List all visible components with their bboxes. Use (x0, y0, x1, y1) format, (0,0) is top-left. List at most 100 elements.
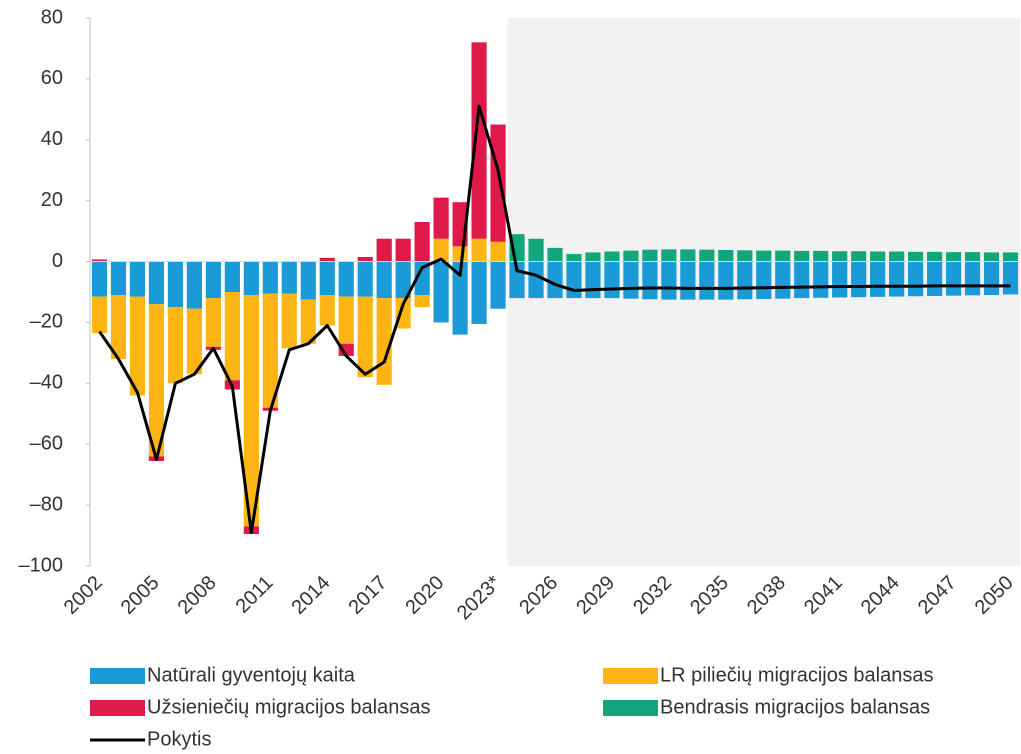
bar-segment (186, 261, 202, 309)
legend-label: Pokytis (147, 728, 211, 750)
bar-segment (680, 249, 696, 262)
bar-segment (566, 253, 582, 262)
bar-segment (490, 241, 506, 262)
y-tick-label: –100 (19, 554, 64, 576)
legend-swatch (603, 700, 658, 716)
bar-segment (642, 261, 658, 300)
bar-segment (547, 261, 563, 299)
bar-segment (1002, 261, 1019, 295)
bar-segment (908, 261, 924, 297)
bar-segment (167, 307, 183, 384)
legend-label: Užsieniečių migracijos balansas (147, 696, 430, 718)
legend-swatch (603, 668, 658, 684)
bar-segment (167, 261, 183, 308)
bar-segment (91, 259, 108, 262)
bar-segment (433, 238, 449, 262)
x-tick-label: 2020 (401, 572, 448, 619)
legend-label: Bendrasis migracijos balansas (660, 696, 930, 718)
y-tick-label: –40 (30, 372, 63, 394)
bar-segment (490, 124, 506, 242)
bar-segment (889, 251, 905, 262)
bar-segment (927, 251, 943, 262)
legend-label: Natūrali gyventojų kaita (147, 664, 356, 686)
bar-segment (471, 238, 487, 262)
bar-segment (889, 261, 905, 297)
bar-segment (319, 261, 335, 296)
legend-swatch (90, 700, 145, 716)
bar-segment (300, 261, 316, 300)
bar-segment (870, 261, 886, 297)
bar-segment (642, 249, 658, 262)
bar-segment (775, 261, 791, 299)
bar-segment (471, 42, 487, 239)
x-tick-label: 2044 (857, 572, 904, 619)
bar-segment (794, 250, 810, 262)
bar-segment (357, 256, 373, 262)
y-tick-label: 0 (52, 250, 63, 272)
x-tick-label: 2014 (287, 572, 334, 619)
bar-segment (243, 295, 259, 527)
bar-segment (832, 261, 848, 298)
bar-segment (300, 299, 316, 344)
y-tick-label: –20 (30, 311, 63, 333)
bar-segment (737, 261, 753, 300)
bar-segment (319, 257, 335, 262)
x-tick-label: 2035 (686, 572, 733, 619)
bar-segment (604, 251, 620, 262)
bar-segment (452, 261, 468, 335)
bar-segment (395, 238, 411, 262)
x-tick-label: 2002 (60, 572, 107, 619)
bar-segment (262, 261, 278, 294)
bar-segment (205, 261, 221, 299)
bar-segment (623, 261, 639, 299)
bar-segment (983, 252, 1000, 262)
bar-segment (148, 261, 165, 305)
x-tick-label: 2011 (232, 572, 278, 618)
bar-segment (338, 343, 354, 356)
bar-segment (224, 292, 240, 381)
bar-segment (528, 261, 544, 299)
bar-segment (414, 295, 430, 308)
bar-segment (224, 261, 240, 292)
bar-segment (813, 250, 829, 262)
bar-segment (281, 261, 297, 294)
bar-segment (718, 261, 734, 300)
y-tick-label: –80 (30, 493, 63, 515)
bar-segment (376, 261, 392, 299)
bar-segment (414, 261, 430, 296)
bar-segment (357, 296, 373, 378)
x-tick-label: 2017 (344, 572, 391, 619)
legend-swatch (90, 668, 145, 684)
bar-segment (661, 249, 677, 262)
x-tick-label: 2008 (174, 572, 221, 619)
bar-segment (699, 249, 715, 262)
y-tick-label: 20 (41, 189, 63, 211)
x-tick-label: 2050 (971, 572, 1018, 619)
bar-segment (281, 293, 297, 349)
bar-segment (262, 293, 278, 408)
bar-segment (471, 261, 487, 324)
bar-segment (452, 246, 468, 262)
bar-segment (718, 249, 734, 262)
bar-segment (490, 261, 506, 309)
bar-segment (129, 296, 146, 396)
bar-segment (433, 197, 449, 239)
bar-segment (186, 308, 202, 375)
bar-segment (851, 251, 867, 262)
bar-segment (319, 295, 335, 326)
bar-segment (870, 251, 886, 262)
bar-segment (414, 221, 430, 262)
x-tick-label: 2032 (629, 572, 676, 619)
bar-segment (661, 261, 677, 300)
x-tick-label: 2005 (117, 572, 164, 619)
bar-segment (756, 250, 772, 262)
bar-segment (110, 261, 127, 296)
x-tick-label: 2047 (914, 572, 961, 619)
bar-segment (680, 261, 696, 300)
bar-segment (148, 304, 165, 457)
bar-segment (623, 250, 639, 262)
bar-segment (243, 261, 259, 296)
bar-segment (1002, 252, 1019, 262)
bar-segment (945, 252, 962, 262)
bar-segment (110, 295, 127, 359)
